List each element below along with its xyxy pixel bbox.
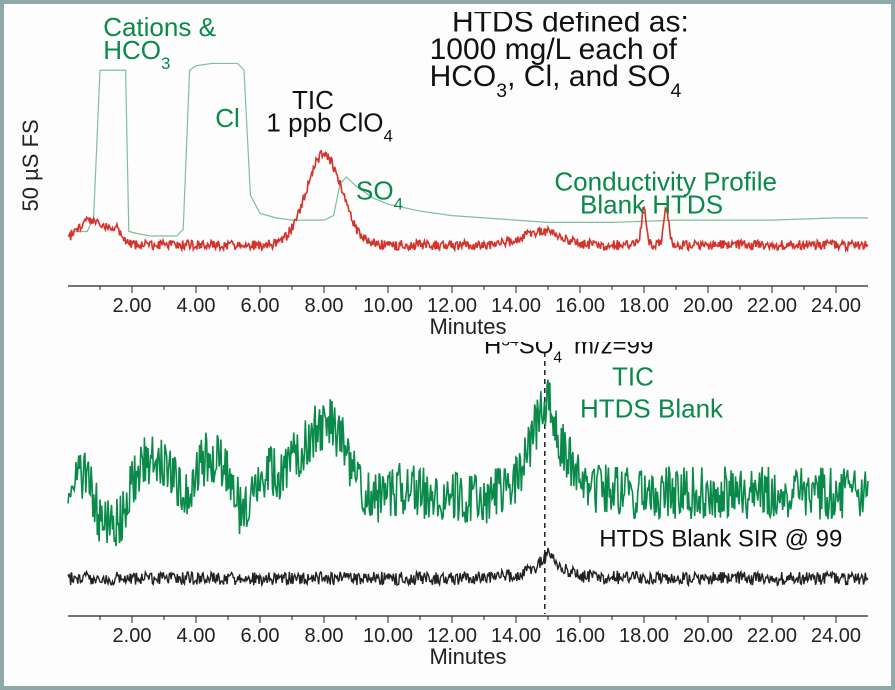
x-tick-label: 20.00 <box>683 295 733 317</box>
x-tick-label: 18.00 <box>619 295 669 317</box>
y-axis-title: 50 µS FS <box>18 119 43 211</box>
x-tick-label: 22.00 <box>747 295 797 317</box>
x-tick-label: 2.00 <box>113 295 152 317</box>
ann-sir: HTDS Blank SIR @ 99 <box>599 525 842 552</box>
x-tick-label: 16.00 <box>555 625 605 647</box>
ann-btic: TIC <box>612 362 654 392</box>
x-tick-label: 18.00 <box>619 625 669 647</box>
ann-so4: SO4 <box>356 176 403 214</box>
x-tick-label: 24.00 <box>811 295 861 317</box>
x-tick-label: 16.00 <box>555 295 605 317</box>
figure-frame: { "figure": { "width": 895, "height": 69… <box>0 0 895 690</box>
x-tick-label: 20.00 <box>683 625 733 647</box>
x-tick-label: 10.00 <box>363 295 413 317</box>
ann-clo4: 1 ppb ClO4 <box>266 108 392 146</box>
x-tick-label: 8.00 <box>305 295 344 317</box>
x-tick-label: 24.00 <box>811 625 861 647</box>
x-tick-label: 4.00 <box>177 625 216 647</box>
trace-tic-htds-blank <box>68 380 868 547</box>
top-chromatogram: 2.004.006.008.0010.0012.0014.0016.0018.0… <box>18 12 878 342</box>
ann-cations-2: HCO3 <box>103 35 170 73</box>
ann-def-3: HCO3, Cl, and SO4 <box>430 60 682 102</box>
x-tick-label: 8.00 <box>305 625 344 647</box>
x-tick-label: 22.00 <box>747 625 797 647</box>
x-tick-label: 2.00 <box>113 625 152 647</box>
bottom-chromatogram: 2.004.006.008.0010.0012.0014.0016.0018.0… <box>18 342 878 672</box>
trace-htds-blank-sir-99 <box>68 548 868 585</box>
ann-bblank: HTDS Blank <box>580 394 724 424</box>
ann-cond-2: Blank HTDS <box>580 189 723 219</box>
x-axis-label: Minutes <box>429 314 506 339</box>
ann-cl: Cl <box>215 103 240 133</box>
x-tick-label: 6.00 <box>241 625 280 647</box>
x-axis-label: Minutes <box>429 644 506 669</box>
x-tick-label: 10.00 <box>363 625 413 647</box>
x-tick-label: 6.00 <box>241 295 280 317</box>
x-tick-label: 4.00 <box>177 295 216 317</box>
